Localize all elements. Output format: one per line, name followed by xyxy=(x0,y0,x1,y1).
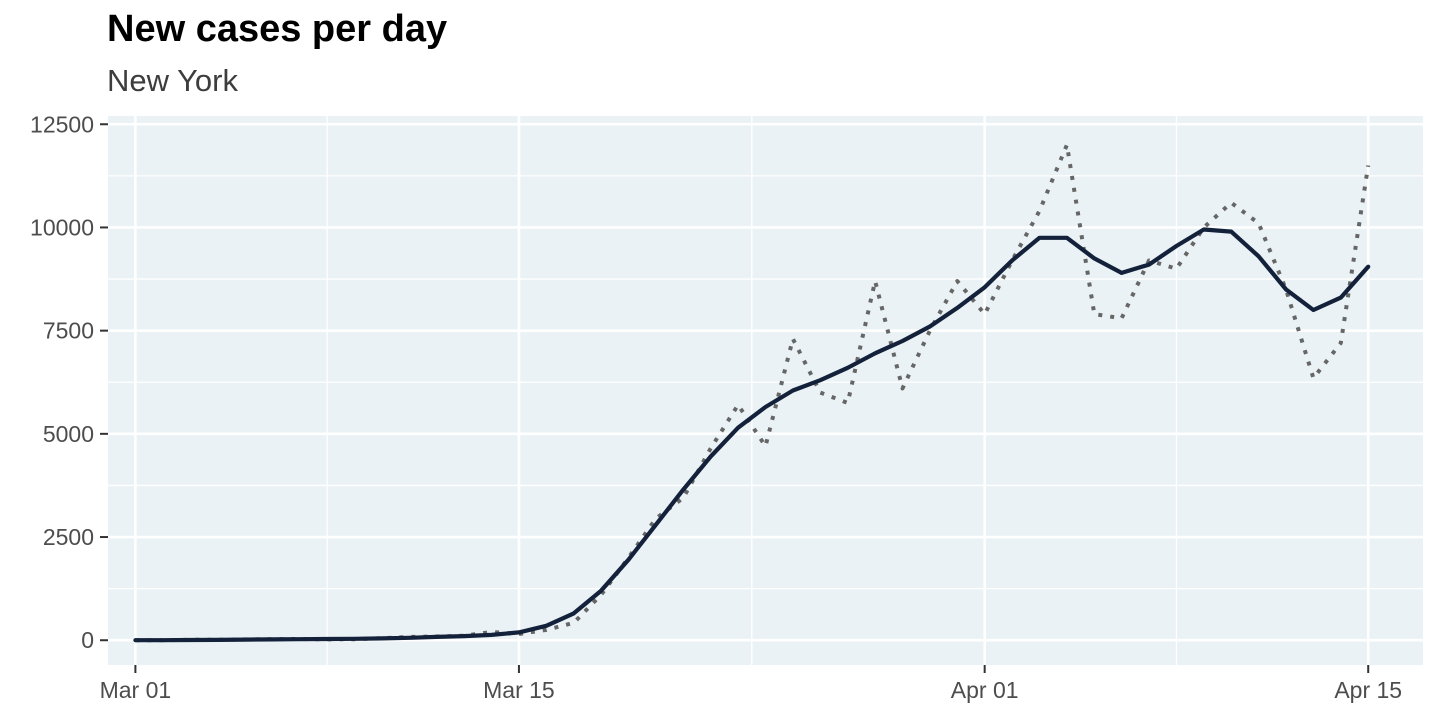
y-tick-label: 2500 xyxy=(43,524,94,550)
y-tick-label: 7500 xyxy=(43,318,94,344)
major-gridlines xyxy=(108,116,1423,665)
chart-subtitle: New York xyxy=(107,63,238,98)
plot-panel xyxy=(108,116,1423,665)
y-tick-label: 0 xyxy=(81,627,94,653)
y-tick-label: 10000 xyxy=(30,214,94,240)
series-layer xyxy=(133,142,1371,643)
x-tick-label: Mar 15 xyxy=(483,677,555,703)
smoothed-cases-line xyxy=(133,227,1371,643)
minor-gridlines xyxy=(108,116,1423,665)
chart-title: New cases per day xyxy=(107,8,448,50)
x-tick-label: Apr 15 xyxy=(1334,677,1402,703)
y-tick-label: 12500 xyxy=(30,111,94,137)
tick-labels: 0 2500 5000 7500 10000 12500 Mar 01 Mar 15 Apr 0… xyxy=(30,111,1402,703)
y-tick-label: 5000 xyxy=(43,421,94,447)
axis-ticks xyxy=(100,123,1370,673)
x-tick-label: Mar 01 xyxy=(100,677,172,703)
x-tick-label: Apr 01 xyxy=(951,677,1019,703)
